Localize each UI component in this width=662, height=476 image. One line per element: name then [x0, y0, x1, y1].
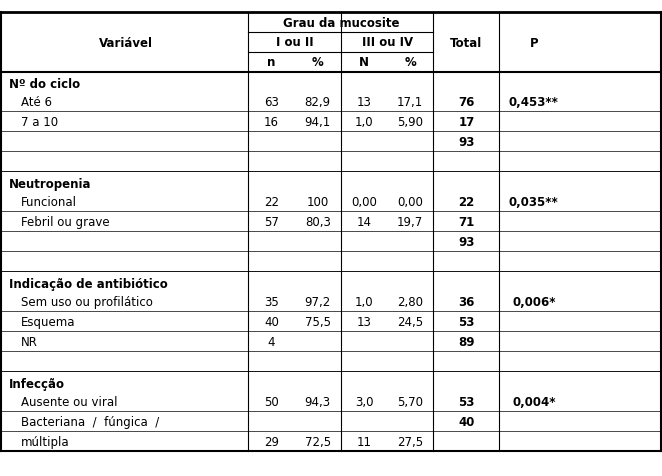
- Text: 36: 36: [458, 295, 475, 308]
- Text: 2,80: 2,80: [397, 295, 423, 308]
- Text: 75,5: 75,5: [305, 315, 331, 328]
- Text: Infecção: Infecção: [9, 377, 66, 390]
- Text: NR: NR: [21, 335, 37, 348]
- Text: 89: 89: [458, 335, 475, 348]
- Text: 3,0: 3,0: [355, 395, 373, 408]
- Text: 94,3: 94,3: [305, 395, 331, 408]
- Text: 0,00: 0,00: [351, 196, 377, 208]
- Text: múltipla: múltipla: [21, 435, 69, 447]
- Text: Funcional: Funcional: [21, 196, 77, 208]
- Text: 80,3: 80,3: [305, 215, 331, 228]
- Text: 53: 53: [458, 315, 475, 328]
- Text: Nº do ciclo: Nº do ciclo: [9, 78, 80, 91]
- Text: Esquema: Esquema: [21, 315, 75, 328]
- Text: Ausente ou viral: Ausente ou viral: [21, 395, 117, 408]
- Text: 1,0: 1,0: [355, 116, 373, 129]
- Text: 0,453**: 0,453**: [509, 96, 559, 109]
- Text: Até 6: Até 6: [21, 96, 52, 109]
- Text: 53: 53: [458, 395, 475, 408]
- Text: 57: 57: [264, 215, 279, 228]
- Text: 17: 17: [458, 116, 475, 129]
- Text: 13: 13: [357, 315, 371, 328]
- Text: 93: 93: [458, 235, 475, 248]
- Text: 4: 4: [268, 335, 275, 348]
- Text: 63: 63: [264, 96, 279, 109]
- Text: Variável: Variável: [99, 37, 153, 50]
- Text: 40: 40: [458, 415, 475, 428]
- Text: 27,5: 27,5: [397, 435, 423, 447]
- Text: N: N: [359, 56, 369, 69]
- Text: Neutropenia: Neutropenia: [9, 178, 92, 191]
- Text: I ou II: I ou II: [276, 36, 314, 49]
- Text: Grau da mucosite: Grau da mucosite: [283, 17, 399, 30]
- Text: 17,1: 17,1: [397, 96, 424, 109]
- Text: %: %: [404, 56, 416, 69]
- Text: Sem uso ou profilático: Sem uso ou profilático: [21, 295, 152, 308]
- Text: 76: 76: [458, 96, 475, 109]
- Text: 40: 40: [264, 315, 279, 328]
- Text: Indicação de antibiótico: Indicação de antibiótico: [9, 278, 168, 290]
- Text: 100: 100: [307, 196, 329, 208]
- Text: 72,5: 72,5: [305, 435, 331, 447]
- Text: P: P: [530, 37, 538, 50]
- Text: 22: 22: [458, 196, 475, 208]
- Text: 16: 16: [264, 116, 279, 129]
- Text: III ou IV: III ou IV: [361, 36, 412, 49]
- Text: 7 a 10: 7 a 10: [21, 116, 58, 129]
- Text: 22: 22: [264, 196, 279, 208]
- Text: 1,0: 1,0: [355, 295, 373, 308]
- Text: %: %: [312, 56, 324, 69]
- Text: 0,004*: 0,004*: [512, 395, 555, 408]
- Text: 0,006*: 0,006*: [512, 295, 555, 308]
- Text: 82,9: 82,9: [305, 96, 331, 109]
- Text: 19,7: 19,7: [397, 215, 424, 228]
- Text: n: n: [267, 56, 276, 69]
- Text: 11: 11: [357, 435, 371, 447]
- Text: 14: 14: [357, 215, 371, 228]
- Text: 35: 35: [264, 295, 279, 308]
- Text: Total: Total: [450, 37, 483, 50]
- Text: Bacteriana  /  fúngica  /: Bacteriana / fúngica /: [21, 415, 159, 428]
- Text: 50: 50: [264, 395, 279, 408]
- Text: 5,90: 5,90: [397, 116, 423, 129]
- Text: 24,5: 24,5: [397, 315, 423, 328]
- Text: 97,2: 97,2: [305, 295, 331, 308]
- Text: 0,00: 0,00: [397, 196, 423, 208]
- Text: 13: 13: [357, 96, 371, 109]
- Text: 5,70: 5,70: [397, 395, 423, 408]
- Text: 94,1: 94,1: [305, 116, 331, 129]
- Text: 0,035**: 0,035**: [509, 196, 559, 208]
- Text: 71: 71: [458, 215, 475, 228]
- Text: 93: 93: [458, 136, 475, 149]
- Text: Febril ou grave: Febril ou grave: [21, 215, 109, 228]
- Text: 29: 29: [264, 435, 279, 447]
